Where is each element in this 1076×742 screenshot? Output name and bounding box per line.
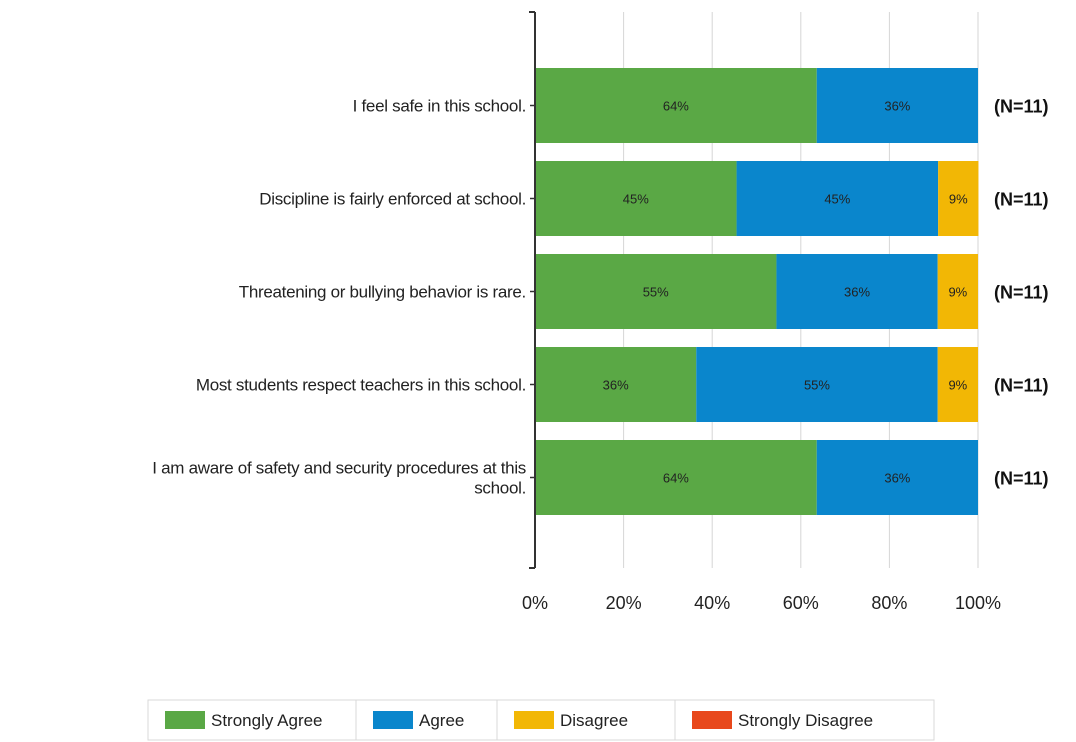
- bar-segment: [816, 440, 978, 515]
- n-labels: (N=11) (N=11) (N=11) (N=11) (N=11): [994, 97, 1049, 489]
- n-label: (N=11): [994, 190, 1049, 210]
- data-label: 64%: [663, 99, 689, 114]
- x-tick-label: 100%: [955, 593, 1001, 613]
- bar-segment: [937, 347, 978, 422]
- legend-swatch: [514, 711, 554, 729]
- bar-segment: [535, 161, 737, 236]
- legend-label: Strongly Agree: [211, 711, 323, 730]
- bar-segment: [535, 347, 697, 422]
- x-tick-labels: 0% 20% 40% 60% 80% 100%: [522, 593, 1001, 613]
- bar-segment: [816, 68, 978, 143]
- legend-swatch: [692, 711, 732, 729]
- category-labels: I feel safe in this school. Discipline is…: [152, 97, 526, 498]
- legend-swatch: [165, 711, 205, 729]
- data-label: 36%: [603, 378, 629, 393]
- data-label: 64%: [663, 471, 689, 486]
- x-tick-label: 0%: [522, 593, 548, 613]
- legend-label: Agree: [419, 711, 464, 730]
- n-label: (N=11): [994, 469, 1049, 489]
- x-tick-label: 60%: [783, 593, 819, 613]
- data-label: 9%: [949, 192, 968, 207]
- data-label: 45%: [824, 192, 850, 207]
- data-label: 9%: [948, 378, 967, 393]
- category-label: school.: [474, 479, 526, 498]
- bar-segment: [938, 161, 979, 236]
- bar-segment: [535, 68, 817, 143]
- bars: 64% 36% 45% 45% 9% 55% 36% 9% 36% 55% 9% 64% 36%: [535, 68, 979, 515]
- bar-segment: [736, 161, 939, 236]
- n-label: (N=11): [994, 376, 1049, 396]
- legend-label: Strongly Disagree: [738, 711, 873, 730]
- category-label: Discipline is fairly enforced at school.: [259, 190, 526, 209]
- legend-swatch: [373, 711, 413, 729]
- bar-segment: [696, 347, 938, 422]
- data-label: 36%: [844, 285, 870, 300]
- x-tick-label: 20%: [606, 593, 642, 613]
- bar-segment: [937, 254, 978, 329]
- x-tick-label: 40%: [694, 593, 730, 613]
- bar-segment: [535, 440, 817, 515]
- bar-segment: [535, 254, 777, 329]
- bar-segment: [776, 254, 938, 329]
- n-label: (N=11): [994, 97, 1049, 117]
- data-label: 55%: [804, 378, 830, 393]
- x-tick-label: 80%: [871, 593, 907, 613]
- n-label: (N=11): [994, 283, 1049, 303]
- data-label: 55%: [643, 285, 669, 300]
- category-label: I am aware of safety and security proced…: [152, 459, 526, 478]
- data-label: 36%: [884, 471, 910, 486]
- data-label: 9%: [948, 285, 967, 300]
- legend-label: Disagree: [560, 711, 628, 730]
- data-label: 45%: [623, 192, 649, 207]
- data-label: 36%: [884, 99, 910, 114]
- y-axis: [529, 11, 536, 569]
- legend: Strongly Agree Agree Disagree Strongly Disa…: [147, 699, 935, 741]
- category-label: Most students respect teachers in this s…: [196, 376, 526, 395]
- category-label: I feel safe in this school.: [353, 97, 526, 116]
- category-label: Threatening or bullying behavior is rare…: [239, 283, 526, 302]
